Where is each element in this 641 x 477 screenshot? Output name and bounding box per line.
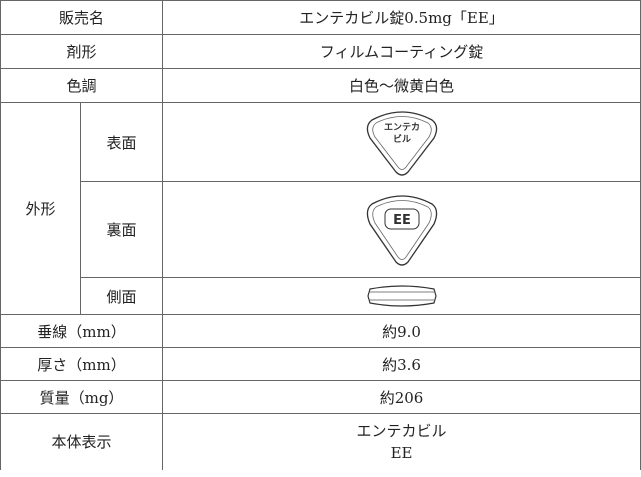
imprint: EE xyxy=(393,213,411,228)
label-cell: 本体表示 xyxy=(0,413,164,470)
row: 本体表示 エンテカビル EE xyxy=(0,413,641,470)
label-cell: 質量（mg） xyxy=(0,380,164,414)
label-cell: 外形 xyxy=(0,102,81,315)
label-cell: 厚さ（mm） xyxy=(0,347,164,381)
image-cell: EE xyxy=(162,181,641,278)
image-cell xyxy=(162,277,641,315)
label-cell: 表面 xyxy=(79,102,164,182)
marking-line: EE xyxy=(390,444,413,462)
value-cell: 約3.6 xyxy=(162,347,641,381)
tablet-front: エンテカ ビル xyxy=(366,111,437,176)
row: 販売名 エンテカビル錠0.5mg「EE」 xyxy=(0,0,641,35)
label-cell: 販売名 xyxy=(0,0,164,35)
tablet-back: EE xyxy=(366,194,437,266)
value-cell: エンテカビル錠0.5mg「EE」 xyxy=(162,0,641,35)
row: 色調 白色～微黄白色 xyxy=(0,68,641,103)
imprint: ビル xyxy=(393,133,411,145)
value-cell: エンテカビル EE xyxy=(162,413,641,470)
label-cell: 垂線（mm） xyxy=(0,314,164,348)
label-cell: 色調 xyxy=(0,68,164,103)
value-cell: フィルムコーティング錠 xyxy=(162,34,641,69)
row: 側面 xyxy=(1,277,641,315)
row: 垂線（mm） 約9.0 xyxy=(0,314,641,348)
image-cell: エンテカ ビル xyxy=(162,102,641,182)
tablet-side xyxy=(366,285,437,307)
row: 外形 表面 エンテカ ビル xyxy=(0,102,641,315)
row: 厚さ（mm） 約3.6 xyxy=(0,347,641,381)
marking-line: エンテカビル xyxy=(356,422,447,440)
label-cell: 剤形 xyxy=(0,34,164,69)
label-cell: 側面 xyxy=(79,277,164,315)
imprint: エンテカ xyxy=(384,122,420,133)
value-cell: 約9.0 xyxy=(162,314,641,348)
value-cell: 白色～微黄白色 xyxy=(162,68,641,103)
row: 剤形 フィルムコーティング錠 xyxy=(0,34,641,69)
row: 裏面 EE xyxy=(1,181,641,278)
value-cell: 約206 xyxy=(162,380,641,414)
row: 質量（mg） 約206 xyxy=(0,380,641,414)
label-cell: 裏面 xyxy=(79,181,164,278)
